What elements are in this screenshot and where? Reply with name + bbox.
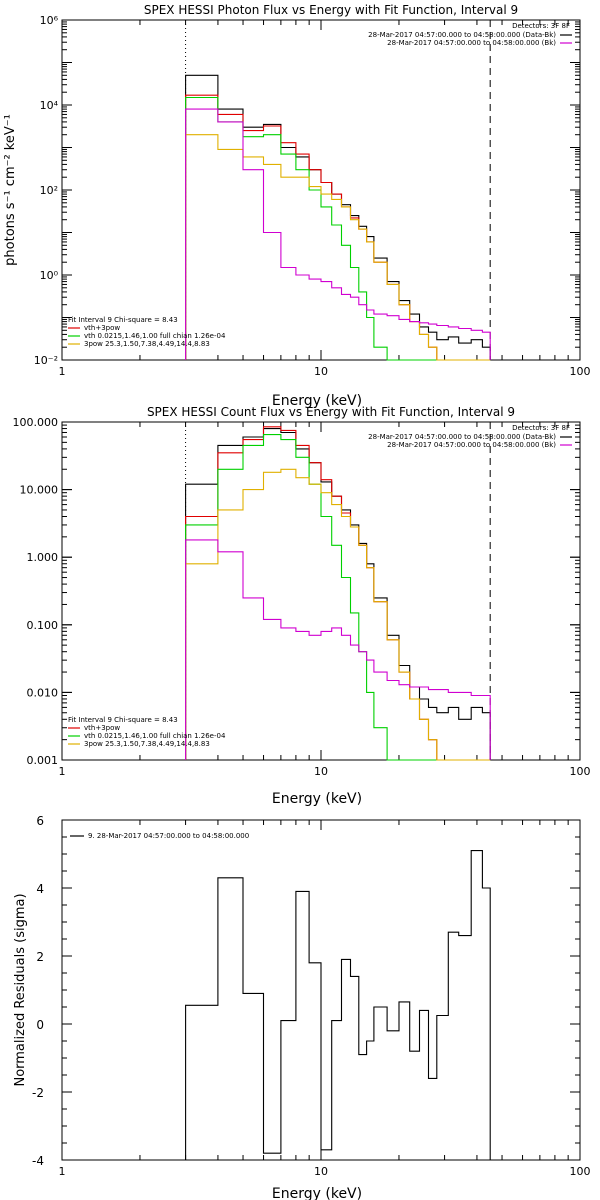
- series-bk-line: [185, 108, 491, 360]
- series-bk-line: [185, 539, 491, 760]
- x-tick-label: 10: [314, 365, 328, 378]
- y-tick-label: -2: [32, 1086, 44, 1100]
- y-tick-label: 0.100: [27, 619, 59, 632]
- x-tick-label: 10: [314, 1165, 328, 1178]
- x-axis-label: Energy (keV): [272, 393, 362, 409]
- x-tick-label: 1: [59, 365, 66, 378]
- legend-label: 28-Mar-2017 04:57:00.000 to 04:58:00.000…: [368, 31, 556, 39]
- legend-label: 28-Mar-2017 04:57:00.000 to 04:58:00.000…: [387, 441, 556, 449]
- x-axis-label: Energy (keV): [272, 1186, 362, 1200]
- x-tick-label: 100: [570, 1165, 591, 1178]
- y-tick-label: 10²: [40, 184, 58, 197]
- legend-label: vth+3pow: [84, 724, 120, 732]
- legend-header: Detectors: 3F 8F: [512, 22, 570, 30]
- chart-panel-2: 1 10 100 0.001 0.010 0.100 1.000 10.000 100.000 S…: [13, 405, 591, 807]
- y-tick-label: 0.001: [27, 754, 59, 767]
- y-tick-label: 0: [36, 1018, 44, 1032]
- series-vth-3pow-line: [185, 426, 491, 761]
- series-vth-3pow-line: [185, 94, 491, 361]
- x-tick-label: 100: [570, 365, 591, 378]
- legend-label: 28-Mar-2017 04:57:00.000 to 04:58:00.000…: [368, 433, 556, 441]
- x-axis-label: Energy (keV): [272, 791, 362, 807]
- y-tick-label: 10⁻²: [34, 354, 58, 367]
- legend-label: 28-Mar-2017 04:57:00.000 to 04:58:00.000…: [387, 39, 556, 47]
- legend-label: 3pow 25.3,1.50,7.38,4.49,14.4,8.83: [84, 740, 210, 748]
- legend-label: vth 0.0215,1.46,1.00 full chian 1.26e-04: [84, 332, 226, 340]
- series-vth-line: [185, 96, 491, 361]
- series-3pow-line: [185, 134, 491, 361]
- legend-label: vth+3pow: [84, 324, 120, 332]
- y-tick-label: 6: [36, 814, 44, 828]
- x-tick-label: 1: [59, 765, 66, 778]
- chart-title: SPEX HESSI Photon Flux vs Energy with Fi…: [144, 3, 518, 17]
- series-data-bk-line: [185, 428, 491, 760]
- y-tick-label: 10.000: [20, 484, 59, 497]
- x-tick-label: 100: [570, 765, 591, 778]
- series-data-bk-line: [185, 74, 491, 360]
- legend-label: 9. 28-Mar-2017 04:57:00.000 to 04:58:00.…: [88, 832, 249, 840]
- y-tick-label: 10⁴: [40, 99, 59, 112]
- y-axis-label: Normalized Residuals (sigma): [13, 893, 28, 1086]
- y-tick-label: 100.000: [13, 416, 59, 429]
- y-tick-label: 4: [36, 882, 44, 896]
- legend-label: 3pow 25.3,1.50,7.38,4.49,14.4,8.83: [84, 340, 210, 348]
- legend-header: Fit Interval 9 Chi-square = 8.43: [68, 716, 178, 724]
- legend-header: Fit Interval 9 Chi-square = 8.43: [68, 316, 178, 324]
- legend-header: Detectors: 3F 8F: [512, 424, 570, 432]
- series-9-28-mar-2017-04-57-00-000-to--line: [185, 850, 491, 1160]
- chart-panel-1: 1 10 100 10⁻² 10⁰ 10² 10⁴ 10⁶ SPEX HESSI Photon …: [3, 3, 591, 409]
- y-tick-label: -4: [32, 1154, 44, 1168]
- y-axis-label: photons s⁻¹ cm⁻² keV⁻¹: [3, 114, 18, 266]
- chart-panel-3: 1 10 100 -4 -2 0 2 4 6 Energy (keV) Normalized Res…: [13, 814, 591, 1200]
- chart-title: SPEX HESSI Count Flux vs Energy with Fit…: [147, 405, 515, 419]
- y-tick-label: 0.010: [27, 686, 59, 699]
- y-tick-label: 1.000: [27, 551, 59, 564]
- x-tick-label: 1: [59, 1165, 66, 1178]
- legend-label: vth 0.0215,1.46,1.00 full chian 1.26e-04: [84, 732, 226, 740]
- x-tick-label: 10: [314, 765, 328, 778]
- y-tick-label: 10⁰: [40, 269, 59, 282]
- y-tick-label: 2: [36, 950, 44, 964]
- series-3pow-line: [185, 468, 491, 761]
- y-tick-label: 10⁶: [40, 14, 59, 27]
- series-vth-line: [185, 434, 491, 761]
